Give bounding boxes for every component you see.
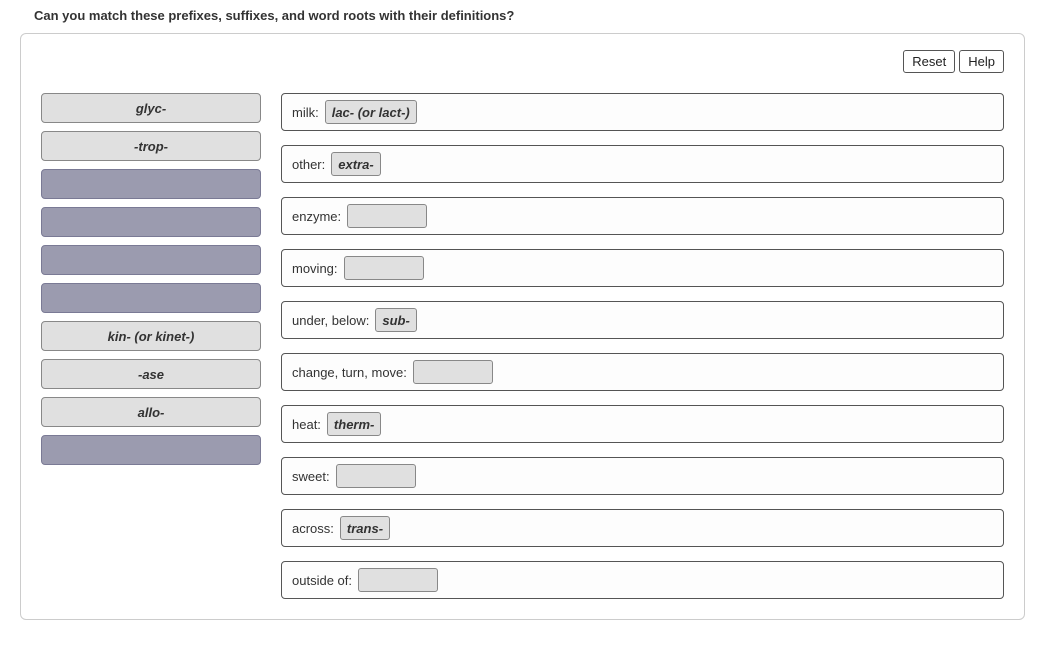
drop-slot[interactable]: sub- <box>375 308 416 332</box>
target-label: change, turn, move: <box>292 365 407 380</box>
tile-label: allo- <box>138 405 165 420</box>
source-column: glyc- -trop-kin- (or kinet-) -ase allo- <box>41 93 261 465</box>
dropped-answer: sub- <box>382 313 409 328</box>
target-label: heat: <box>292 417 321 432</box>
empty-tile-slot <box>41 169 261 199</box>
target-label: enzyme: <box>292 209 341 224</box>
target-row: other: extra- <box>281 145 1004 183</box>
dropped-answer: therm- <box>334 417 374 432</box>
question-title: Can you match these prefixes, suffixes, … <box>20 8 1025 23</box>
target-label: moving: <box>292 261 338 276</box>
exercise-panel: Reset Help glyc- -trop-kin- (or kinet-) -a… <box>20 33 1025 620</box>
drop-slot[interactable] <box>413 360 493 384</box>
drop-slot[interactable]: trans- <box>340 516 390 540</box>
target-row: change, turn, move: <box>281 353 1004 391</box>
tile-label: glyc- <box>136 101 166 116</box>
target-column: milk: lac- (or lact-) other: extra-enzyme: m… <box>281 93 1004 599</box>
top-buttons: Reset Help <box>41 50 1004 73</box>
empty-tile-slot <box>41 283 261 313</box>
drop-slot[interactable] <box>358 568 438 592</box>
dropped-answer: lac- (or lact-) <box>332 105 410 120</box>
draggable-tile[interactable]: allo- <box>41 397 261 427</box>
help-button[interactable]: Help <box>959 50 1004 73</box>
dropped-answer: trans- <box>347 521 383 536</box>
target-label: milk: <box>292 105 319 120</box>
tile-label: kin- (or kinet-) <box>108 329 195 344</box>
empty-tile-slot <box>41 207 261 237</box>
content-area: glyc- -trop-kin- (or kinet-) -ase allo- mil… <box>41 93 1004 599</box>
drop-slot[interactable]: extra- <box>331 152 380 176</box>
target-row: moving: <box>281 249 1004 287</box>
tile-label: -trop- <box>134 139 168 154</box>
target-row: milk: lac- (or lact-) <box>281 93 1004 131</box>
tile-label: -ase <box>138 367 164 382</box>
drop-slot[interactable]: therm- <box>327 412 381 436</box>
draggable-tile[interactable]: -ase <box>41 359 261 389</box>
draggable-tile[interactable]: -trop- <box>41 131 261 161</box>
target-row: sweet: <box>281 457 1004 495</box>
target-label: outside of: <box>292 573 352 588</box>
target-row: heat: therm- <box>281 405 1004 443</box>
drop-slot[interactable]: lac- (or lact-) <box>325 100 417 124</box>
target-label: other: <box>292 157 325 172</box>
empty-tile-slot <box>41 435 261 465</box>
target-label: sweet: <box>292 469 330 484</box>
target-row: under, below: sub- <box>281 301 1004 339</box>
reset-button[interactable]: Reset <box>903 50 955 73</box>
empty-tile-slot <box>41 245 261 275</box>
target-row: outside of: <box>281 561 1004 599</box>
draggable-tile[interactable]: glyc- <box>41 93 261 123</box>
drop-slot[interactable] <box>344 256 424 280</box>
drop-slot[interactable] <box>347 204 427 228</box>
draggable-tile[interactable]: kin- (or kinet-) <box>41 321 261 351</box>
dropped-answer: extra- <box>338 157 373 172</box>
target-label: under, below: <box>292 313 369 328</box>
target-row: enzyme: <box>281 197 1004 235</box>
drop-slot[interactable] <box>336 464 416 488</box>
target-label: across: <box>292 521 334 536</box>
target-row: across: trans- <box>281 509 1004 547</box>
